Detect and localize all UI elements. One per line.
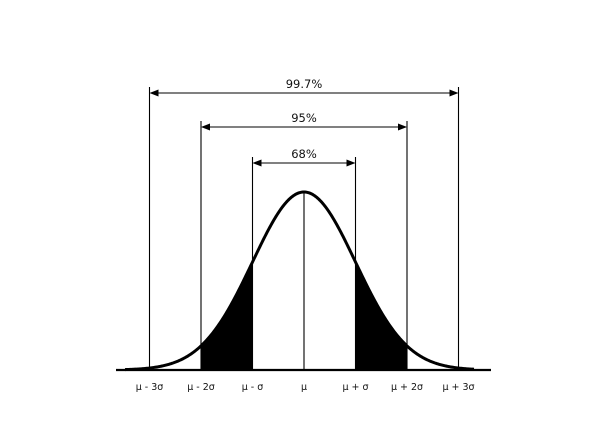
bell-curve	[124, 190, 475, 372]
arrowhead-left-2	[201, 123, 210, 131]
range-label-1: 99.7%	[286, 77, 323, 91]
tick-label: μ - 3σ	[136, 382, 164, 393]
tick-label: μ + 3σ	[442, 382, 474, 393]
range-label-2: 95%	[291, 111, 317, 125]
tick-label: μ + σ	[342, 382, 368, 393]
arrowhead-left-3	[252, 159, 262, 167]
range-label-3: 68%	[291, 147, 317, 161]
tick-label: μ + 2σ	[391, 382, 423, 393]
arrowhead-right-1	[449, 89, 459, 97]
arrowhead-right-2	[398, 123, 407, 131]
tick-labels: μ - 3σ μ - 2σ μ - σ μ μ + σ μ + 2σ μ + 3σ	[136, 382, 475, 393]
tick-label: μ - 2σ	[187, 382, 215, 393]
arrowhead-left-1	[149, 89, 159, 97]
tick-label: μ	[301, 382, 307, 393]
arrowhead-right-3	[346, 159, 356, 167]
range-arrows: 99.7% 95% 68%	[149, 77, 459, 167]
tick-label: μ - σ	[242, 382, 264, 393]
sigma-vertical-lines	[148, 87, 460, 370]
